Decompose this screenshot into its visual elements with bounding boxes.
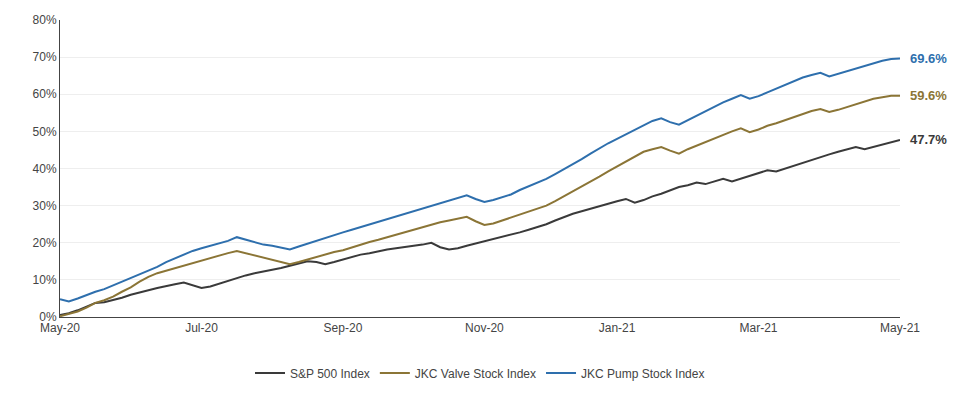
svg-text:60%: 60% xyxy=(33,87,57,101)
svg-text:Jul-20: Jul-20 xyxy=(185,321,218,335)
svg-text:70%: 70% xyxy=(33,50,57,64)
svg-text:20%: 20% xyxy=(33,236,57,250)
svg-text:Nov-20: Nov-20 xyxy=(465,321,504,335)
svg-text:JKC Valve Stock Index: JKC Valve Stock Index xyxy=(415,367,536,381)
svg-text:40%: 40% xyxy=(33,162,57,176)
svg-text:Jan-21: Jan-21 xyxy=(599,321,636,335)
svg-text:S&P 500 Index: S&P 500 Index xyxy=(290,367,370,381)
svg-text:Sep-20: Sep-20 xyxy=(324,321,363,335)
svg-text:80%: 80% xyxy=(33,13,57,27)
svg-text:May-20: May-20 xyxy=(40,321,80,335)
svg-text:69.6%: 69.6% xyxy=(910,51,947,66)
svg-text:Mar-21: Mar-21 xyxy=(740,321,778,335)
svg-text:JKC Pump Stock Index: JKC Pump Stock Index xyxy=(581,367,704,381)
svg-text:59.6%: 59.6% xyxy=(910,88,947,103)
svg-text:30%: 30% xyxy=(33,199,57,213)
svg-text:May-21: May-21 xyxy=(880,321,920,335)
svg-text:47.7%: 47.7% xyxy=(910,132,947,147)
svg-text:50%: 50% xyxy=(33,125,57,139)
svg-text:10%: 10% xyxy=(33,273,57,287)
svg-text:0%: 0% xyxy=(39,310,57,324)
